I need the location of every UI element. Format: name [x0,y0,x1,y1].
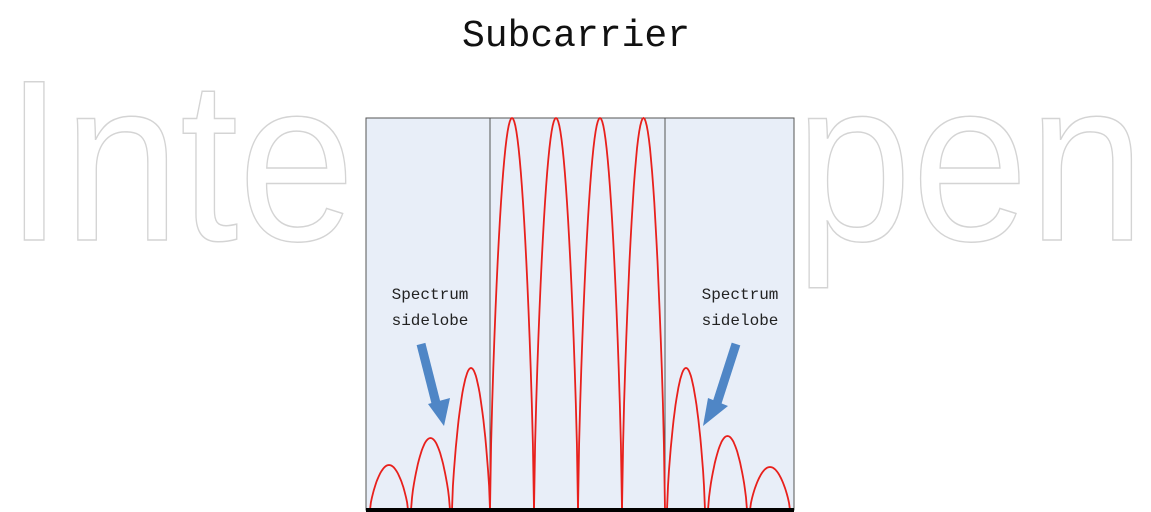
lobe [451,367,491,511]
lobe [533,116,579,511]
lobe [749,466,791,511]
arrow-shaft [416,342,441,405]
title: Subcarrier [462,15,690,58]
arrow-shaft [712,342,741,405]
arrow-right [703,342,741,426]
lobe [707,435,748,511]
watermark-left: Inte [5,32,355,289]
arrow-left [416,342,450,426]
lobe [369,464,409,511]
lobe [489,116,535,511]
lobe [410,437,451,511]
label: sidelobe [702,312,779,330]
watermark-right: pen [795,32,1145,289]
arrow-head [703,398,728,426]
label: Spectrum [392,286,469,304]
lobe [577,116,623,511]
label: Spectrum [702,286,779,304]
lobes [369,116,791,511]
lobe [666,367,706,511]
label: sidelobe [392,312,469,330]
arrow-head [428,398,450,426]
lobe [621,116,666,511]
